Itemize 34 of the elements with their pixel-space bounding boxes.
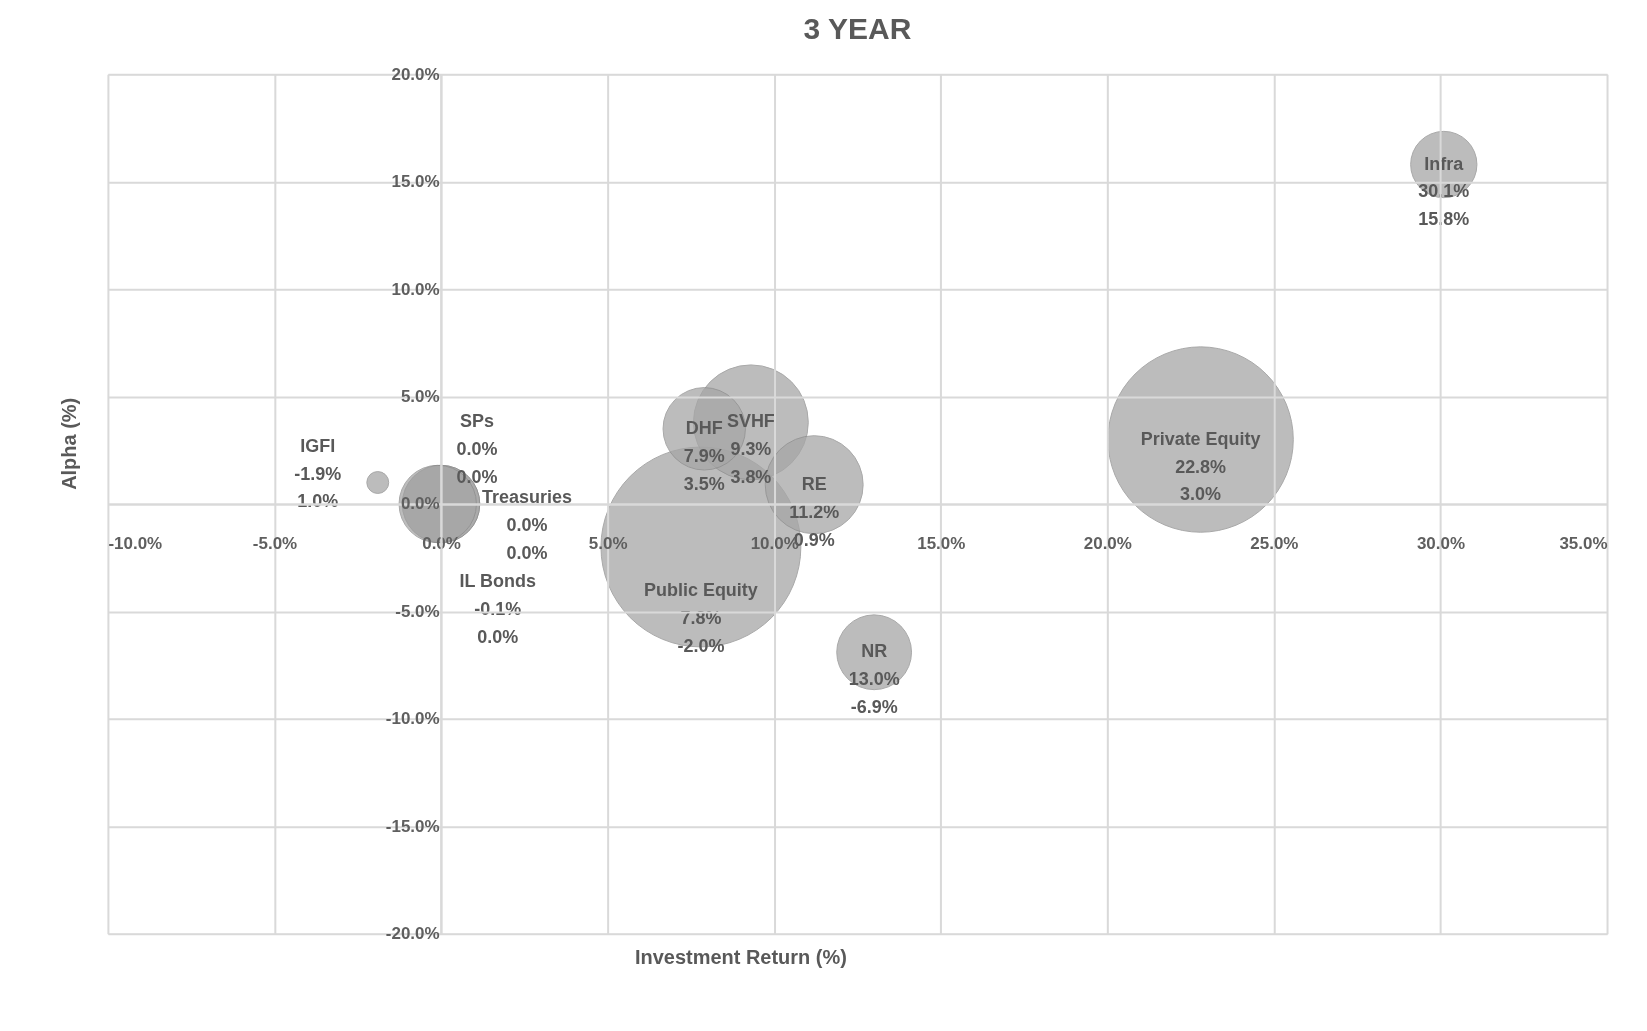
y-tick-label: 15.0% [391, 172, 440, 192]
x-tick-label: 30.0% [1416, 534, 1466, 554]
y-tick-label: -5.0% [395, 601, 440, 621]
y-tick-label: 20.0% [391, 64, 440, 84]
x-axis-title: Investment Return (%) [634, 945, 847, 968]
x-tick-label: 25.0% [1250, 534, 1299, 554]
series-label: Public Equity [643, 579, 758, 600]
x-tick-label: -5.0% [252, 534, 298, 554]
series-label: Treasuries [482, 487, 572, 507]
x-tick-label: 20.0% [1083, 534, 1132, 554]
text: IGFI [300, 435, 336, 456]
y-tick-label: 10.0% [391, 279, 440, 299]
series-label: Infra [1424, 153, 1465, 174]
data-label: 13.0% -6.9% [848, 669, 900, 718]
data-label: 7.9% 3.5% [683, 445, 725, 494]
x-tick-label: -10.0% [108, 534, 163, 554]
data-label: 0.0% 0.0% [506, 514, 548, 563]
y-axis-title: Alpha (%) [57, 397, 80, 490]
data-label: 9.3% 3.8% [730, 439, 772, 488]
y-tick-label: -15.0% [385, 816, 440, 836]
x-tick-label: 15.0% [917, 534, 966, 554]
series-label: Private Equity [1140, 428, 1261, 449]
chart-title: 3 YEAR [803, 12, 912, 46]
series-label: NR [861, 641, 888, 662]
y-tick-label: -10.0% [385, 709, 440, 729]
data-label: 22.8% 3.0% [1175, 456, 1227, 505]
series-label: SVHF [726, 411, 775, 432]
series-label: RE [801, 473, 827, 494]
text: SPs [460, 411, 495, 432]
y-tick-label: -20.0% [385, 924, 440, 944]
series-label: DHF [685, 417, 723, 438]
x-tick-label: 35.0% [1559, 534, 1608, 554]
series-label: IL Bonds [459, 570, 536, 591]
y-tick-label: 5.0% [400, 387, 440, 407]
